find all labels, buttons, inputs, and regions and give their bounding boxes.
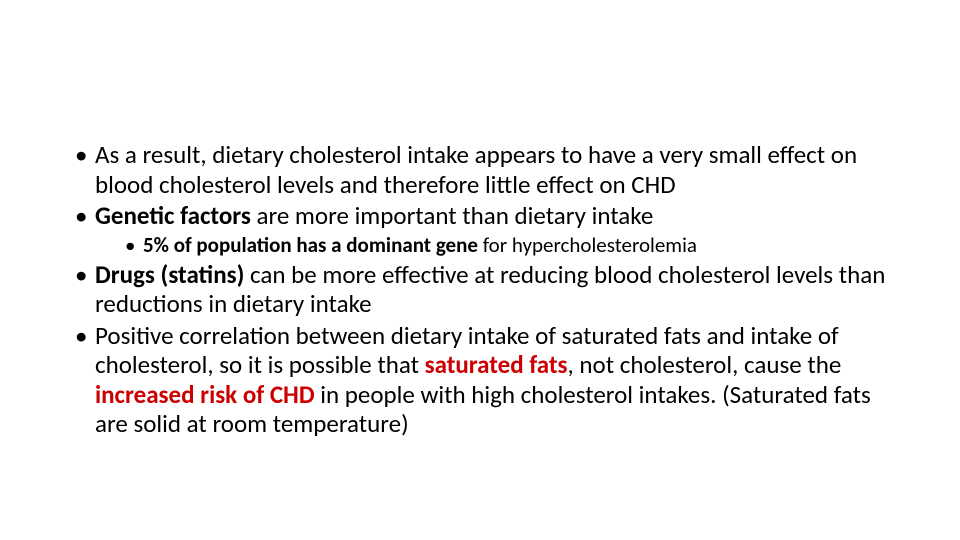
bullet-bold: Drugs (statins) [95,259,244,290]
slide: As a result, dietary cholesterol intake … [0,0,960,540]
sub-bullet-text: for hypercholesterolemia [478,232,697,258]
bullet-text-mid: , not cholesterol, cause the [568,349,842,380]
emphasis-red-2: increased risk of CHD [95,379,315,410]
bullet-item-4: Positive correlation between dietary int… [75,321,900,439]
sub-bullet-item-1: 5% of population has a dominant gene for… [125,233,900,258]
bullet-bold: Genetic factors [95,200,251,231]
bullet-item-2: Genetic factors are more important than … [75,201,900,258]
emphasis-red-1: saturated fats [425,349,568,380]
bullet-text: are more important than dietary intake [251,200,653,231]
bullet-item-3: Drugs (statins) can be more effective at… [75,260,900,319]
sub-bullet-list: 5% of population has a dominant gene for… [95,233,900,258]
bullet-item-1: As a result, dietary cholesterol intake … [75,140,900,199]
bullet-list: As a result, dietary cholesterol intake … [75,140,900,439]
sub-bullet-bold: 5% of population has a dominant gene [143,232,478,258]
bullet-text: As a result, dietary cholesterol intake … [95,139,857,200]
